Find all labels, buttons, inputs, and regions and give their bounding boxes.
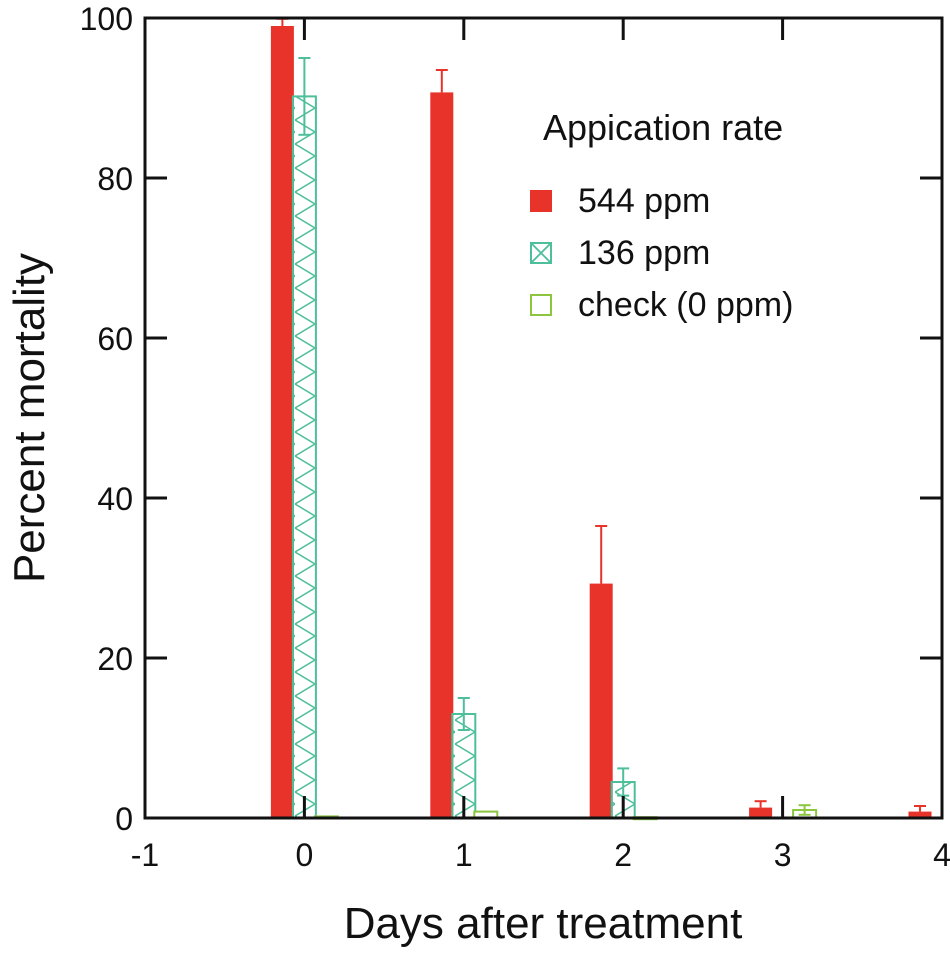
x-tick-label-4: 4 [933,837,950,873]
bar-s0-x3 [749,807,773,818]
y-tick-label-80: 80 [97,161,133,197]
x-tick-label-1: 1 [455,837,473,873]
y-tick-label-40: 40 [97,481,133,517]
legend-entry-2: check (0 ppm) [530,286,793,324]
x-tick-label--1: -1 [131,837,159,873]
legend-label-0: 544 ppm [578,182,710,220]
y-tick-label-0: 0 [115,801,133,837]
legend-label-2: check (0 ppm) [578,286,793,324]
legend-entry-0: 544 ppm [530,182,710,220]
bar-s0-x4 [908,811,932,818]
x-tick-label-3: 3 [774,837,792,873]
legend-swatch-solid [530,190,552,212]
legend-swatch-cross-mark [530,242,552,264]
bar-s0-x2 [589,583,613,818]
y-tick-label-60: 60 [97,321,133,357]
x-axis-label: Days after treatment [344,899,743,948]
bars-layer [270,17,932,821]
legend-title: Appication rate [543,107,783,148]
y-tick-label-20: 20 [97,641,133,677]
legend-items: 544 ppm 136 ppm check (0 ppm) [530,182,793,324]
legend: Appication rate 544 ppm 136 ppm check (0 p… [530,107,793,324]
x-tick-label-0: 0 [296,837,314,873]
bar-s0-x1 [430,92,454,818]
bar-s1-x0 [291,95,317,819]
legend-swatch-open [530,294,552,316]
y-axis-label: Percent mortality [5,253,54,583]
plot-frame [143,16,944,820]
legend-entry-1: 136 ppm [530,234,710,272]
legend-label-1: 136 ppm [578,234,710,272]
bar-s0-x0 [270,26,294,818]
x-tick-label-2: 2 [614,837,632,873]
y-tick-label-100: 100 [80,1,133,37]
